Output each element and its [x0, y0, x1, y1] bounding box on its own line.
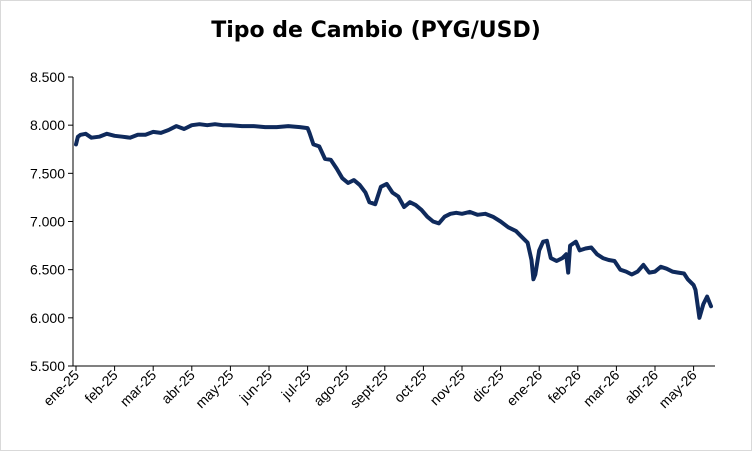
- x-tick-label: sept-25: [347, 367, 391, 411]
- x-tick-label: jul-25: [277, 367, 313, 403]
- chart-title: Tipo de Cambio (PYG/USD): [211, 18, 541, 43]
- y-tick-label: 8.000: [30, 117, 65, 133]
- x-tick-label: mar-25: [117, 367, 160, 410]
- x-tick-label: ene-26: [503, 367, 545, 409]
- y-tick-label: 5.500: [30, 358, 65, 374]
- x-tick-label: nov-25: [427, 367, 469, 409]
- x-tick-label: mar-26: [580, 367, 623, 410]
- x-tick-label: feb-25: [81, 367, 121, 407]
- y-tick-label: 7.000: [30, 214, 65, 230]
- x-tick-label: jun-25: [236, 367, 276, 407]
- x-tick-label: may-26: [655, 367, 699, 411]
- x-tick-label: ago-25: [310, 367, 352, 409]
- y-tick-label: 7.500: [30, 165, 65, 181]
- x-tick-label: may-25: [192, 367, 236, 411]
- y-tick-label: 8.500: [30, 69, 65, 85]
- x-tick-label: oct-25: [391, 367, 430, 406]
- x-tick-label: dic-25: [468, 367, 506, 405]
- series-line: [74, 122, 713, 320]
- y-tick-label: 6.000: [30, 310, 65, 326]
- y-tick-label: 6.500: [30, 262, 65, 278]
- x-tick-label: feb-26: [545, 367, 585, 407]
